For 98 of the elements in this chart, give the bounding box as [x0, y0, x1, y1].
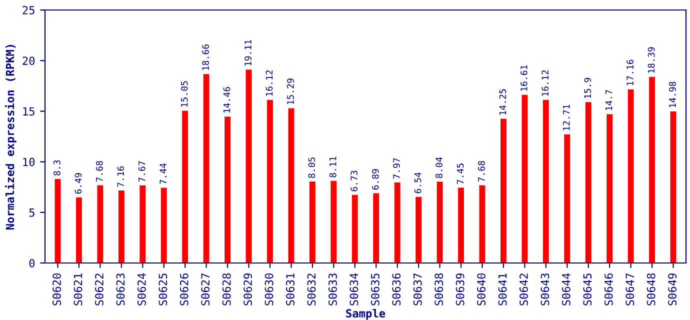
- x-tick-label: S0642: [520, 274, 528, 306]
- data-label: 6.89: [372, 169, 379, 190]
- bar: [458, 188, 464, 263]
- bar: [330, 180, 337, 263]
- bar: [394, 182, 400, 263]
- x-tick-label: S0624: [137, 273, 146, 306]
- bar: [76, 197, 82, 263]
- data-label: 7.97: [393, 158, 400, 179]
- data-label: 14.46: [223, 87, 230, 113]
- bar: [309, 182, 316, 263]
- data-label: 6.49: [74, 173, 82, 194]
- bar: [373, 193, 380, 263]
- y-tick-label: 15: [23, 107, 34, 116]
- data-label: 8.3: [54, 160, 60, 176]
- x-tick-label: S0648: [646, 273, 656, 306]
- x-tick-label: S0638: [434, 273, 444, 306]
- data-label: 7.68: [478, 161, 485, 182]
- data-label: 12.71: [562, 104, 570, 130]
- x-tick-label: S0636: [392, 273, 401, 306]
- x-tick-label: S0623: [116, 274, 125, 306]
- x-tick-label: S0632: [307, 274, 316, 306]
- data-label: 17.16: [626, 60, 634, 86]
- data-label: 18.66: [202, 44, 209, 70]
- y-tick-label: 0: [29, 259, 35, 268]
- data-label: 15.9: [584, 78, 592, 98]
- data-label: 6.73: [350, 170, 358, 192]
- x-tick-label: S0641: [498, 273, 507, 306]
- bar: [585, 102, 592, 263]
- data-label: 16.12: [542, 70, 549, 96]
- x-tick-label: S0635: [370, 274, 380, 306]
- bar: [606, 114, 613, 263]
- x-tick-label: S0626: [180, 273, 188, 306]
- bar: [288, 108, 294, 263]
- data-label: 16.61: [520, 65, 528, 91]
- data-label: 7.45: [456, 164, 464, 184]
- x-tick-label: S0647: [626, 274, 634, 306]
- x-tick-label: S0637: [413, 274, 422, 306]
- data-label: 14.98: [669, 82, 676, 108]
- bar: [140, 185, 146, 263]
- data-label: 6.54: [414, 172, 422, 194]
- data-label: 8.04: [436, 157, 442, 178]
- x-tick-label: S0630: [264, 273, 274, 306]
- x-tick-label: S0629: [244, 273, 252, 306]
- data-label: 8.05: [308, 157, 316, 178]
- x-axis-title: Sample: [346, 308, 386, 320]
- data-label: 7.67: [138, 161, 146, 182]
- bar: [97, 185, 104, 263]
- data-label: 7.16: [117, 166, 124, 187]
- data-label: 15.29: [287, 78, 294, 104]
- x-tick-label: S0627: [201, 274, 210, 306]
- data-label: 18.39: [648, 47, 655, 73]
- x-tick-label: S0633: [328, 274, 337, 306]
- x-tick-label: S0639: [456, 273, 464, 306]
- x-tick-label: S0622: [95, 274, 104, 306]
- bar: [628, 89, 634, 263]
- x-tick-label: S0625: [158, 274, 168, 306]
- bar: [564, 134, 570, 263]
- bar: [416, 196, 422, 263]
- data-label: 7.44: [160, 163, 166, 184]
- x-tick-label: S0628: [222, 273, 231, 306]
- y-tick-label: 25: [22, 6, 34, 14]
- bar: [436, 182, 443, 263]
- x-tick-label: S0643: [540, 274, 550, 306]
- y-tick-label: 5: [29, 208, 34, 217]
- y-axis-title: Normalized expression (RPKM): [5, 44, 16, 230]
- x-tick-label: S0646: [604, 273, 613, 306]
- x-tick-label: S0621: [74, 273, 82, 306]
- bar: [203, 74, 210, 263]
- data-label: 14.7: [606, 90, 612, 110]
- x-tick-label: S0645: [583, 274, 592, 306]
- data-label: 16.12: [266, 70, 273, 96]
- bar: [649, 76, 656, 263]
- y-tick-label: 20: [22, 56, 35, 66]
- bar: [246, 70, 252, 263]
- bar: [352, 194, 358, 263]
- bar: [500, 118, 506, 263]
- data-label: 14.25: [499, 89, 506, 115]
- data-label: 15.05: [180, 81, 188, 107]
- bar: [54, 179, 61, 263]
- x-tick-label: S0649: [668, 273, 677, 306]
- bar: [224, 116, 231, 263]
- x-tick-label: S0620: [52, 273, 61, 306]
- x-tick-label: S0634: [350, 273, 358, 306]
- bar: [267, 100, 273, 263]
- bar: [479, 185, 486, 263]
- data-label: 7.68: [96, 161, 103, 182]
- bar: [182, 110, 188, 263]
- bar: [160, 188, 167, 263]
- bar: [118, 190, 124, 263]
- x-tick-label: S0640: [477, 273, 486, 306]
- x-tick-label: S0644: [562, 273, 570, 306]
- bar: [542, 100, 549, 263]
- y-tick-label: 10: [23, 158, 35, 166]
- x-tick-label: S0631: [286, 273, 294, 306]
- data-label: 8.11: [329, 156, 336, 178]
- data-label: 19.11: [244, 40, 252, 66]
- bar: [522, 94, 528, 263]
- bar: [670, 111, 676, 263]
